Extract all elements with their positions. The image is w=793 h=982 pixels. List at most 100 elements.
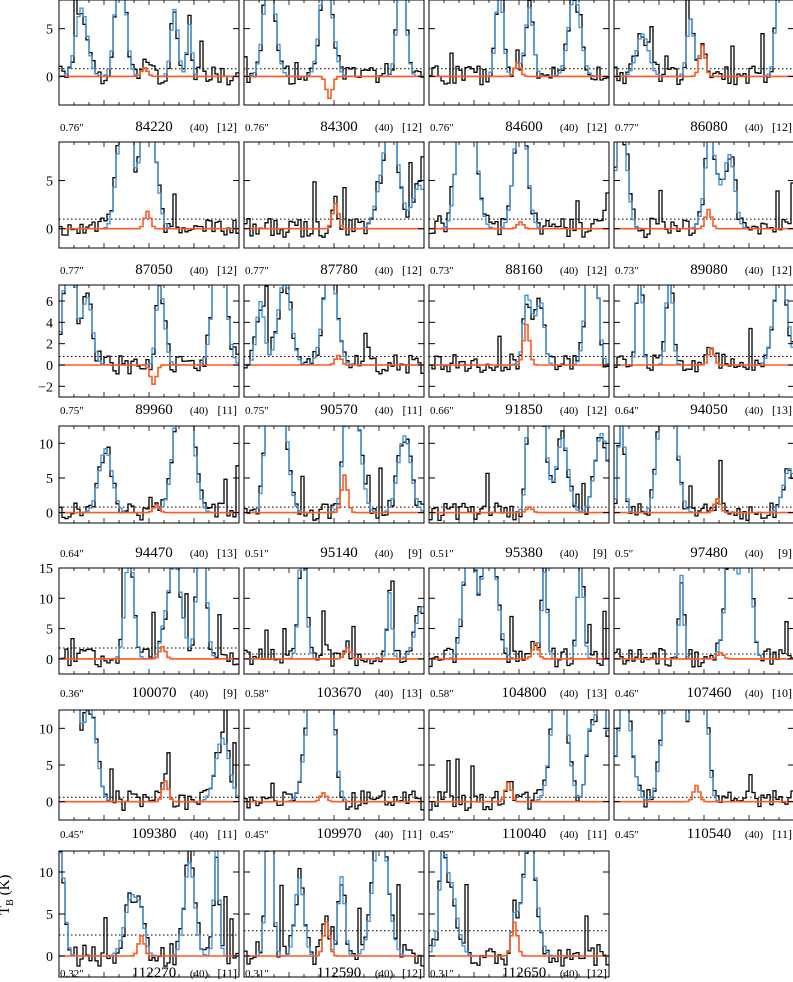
line-count-label: [9] <box>593 546 607 560</box>
spectrum-panel-104800: 0.58″ 104800 (40) [13] <box>428 567 610 701</box>
observed-spectrum <box>614 710 793 808</box>
beam-size-label: 0.31″ <box>245 968 269 980</box>
panel-frame <box>58 709 240 821</box>
observed-spectrum <box>429 568 609 668</box>
frequency-label: 84300 <box>320 119 358 135</box>
channel-count-label: (40) <box>745 548 764 560</box>
frequency-label: 95140 <box>320 545 358 561</box>
observed-spectrum <box>614 426 793 521</box>
line-count-label: [12] <box>587 966 607 980</box>
line-count-label: [12] <box>217 263 237 277</box>
model-molecule-spectrum <box>59 780 239 803</box>
y-tick-label: 5 <box>46 175 53 190</box>
y-tick-label: 10 <box>39 592 53 607</box>
model-molecule-spectrum <box>59 210 239 230</box>
channel-count-label: (40) <box>190 688 209 700</box>
observed-spectrum <box>59 426 239 521</box>
y-tick-label: 6 <box>46 295 53 310</box>
y-tick-label: −2 <box>38 380 53 395</box>
line-count-label: [9] <box>408 546 422 560</box>
y-tick-label: 10 <box>39 437 53 452</box>
frequency-label: 100070 <box>132 685 177 701</box>
channel-count-label: (40) <box>745 688 764 700</box>
line-count-label: [9] <box>778 546 792 560</box>
model-total-spectrum <box>59 568 239 660</box>
model-molecule-spectrum <box>429 921 609 957</box>
frequency-label: 87780 <box>320 262 358 278</box>
spectrum-panel-89080: 0.73″ 89080 (40) [12] <box>613 141 793 278</box>
frequency-label: 89080 <box>690 262 728 278</box>
model-molecule-spectrum <box>244 792 424 803</box>
channel-count-label: (40) <box>190 405 209 417</box>
spectrum-panel-112650: 0.31″ 112650 (40) [12] <box>428 850 610 981</box>
frequency-label: 90570 <box>320 402 358 418</box>
line-count-label: [12] <box>772 263 792 277</box>
y-tick-label: 5 <box>46 908 53 923</box>
model-molecule-spectrum <box>614 208 793 230</box>
line-count-label: [12] <box>587 263 607 277</box>
model-molecule-spectrum <box>244 921 424 957</box>
beam-size-label: 0.64″ <box>60 548 84 560</box>
line-count-label: [13] <box>217 546 237 560</box>
beam-size-label: 0.36″ <box>60 688 84 700</box>
beam-size-label: 0.77″ <box>60 265 84 277</box>
observed-spectrum <box>614 142 793 238</box>
line-count-label: [11] <box>217 403 237 417</box>
observed-spectrum <box>429 426 609 522</box>
spectrum-panel-103670: 0.58″ 103670 (40) [13] <box>243 567 425 701</box>
model-molecule-spectrum <box>244 75 424 100</box>
model-molecule-spectrum <box>59 67 239 78</box>
beam-size-label: 0.58″ <box>245 688 269 700</box>
spectrum-panel-90570: 0.75″ 90570 (40) [11] <box>243 284 425 418</box>
y-tick-label: 5 <box>46 23 53 38</box>
observed-spectrum <box>244 426 424 521</box>
observed-spectrum <box>429 142 609 238</box>
beam-size-label: 0.73″ <box>430 265 454 277</box>
frequency-label: 84220 <box>135 119 173 135</box>
beam-size-label: 0.77″ <box>615 122 639 134</box>
spectrum-panel-84220: 0 5 0.76″ 84220 (40) [12] <box>46 0 240 135</box>
spectrum-panel-94050: 0.64″ 94050 (40) [13] <box>613 284 793 418</box>
model-molecule-spectrum <box>429 506 609 514</box>
model-total-spectrum <box>244 851 424 957</box>
frequency-label: 112590 <box>317 965 361 981</box>
channel-count-label: (40) <box>375 548 394 560</box>
line-count-label: [11] <box>217 827 237 841</box>
spectrum-panel-87780: 0.77″ 87780 (40) [12] <box>243 141 425 278</box>
channel-count-label: (40) <box>560 265 579 277</box>
spectrum-panel-84300: 0.76″ 84300 (40) [12] <box>243 0 425 135</box>
channel-count-label: (40) <box>375 968 394 980</box>
line-count-label: [11] <box>402 403 422 417</box>
spectrum-panel-94470: 0 5 10 0.64″ 94470 (40) [13] <box>39 425 240 561</box>
model-molecule-spectrum <box>429 642 609 660</box>
frequency-label: 91850 <box>505 402 543 418</box>
spectrum-panel-95380: 0.51″ 95380 (40) [9] <box>428 425 610 561</box>
model-total-spectrum <box>614 426 793 514</box>
model-molecule-spectrum <box>244 474 424 514</box>
frequency-label: 84600 <box>505 119 543 135</box>
channel-count-label: (40) <box>190 968 209 980</box>
y-tick-label: 0 <box>46 223 53 238</box>
beam-size-label: 0.45″ <box>245 829 269 841</box>
line-count-label: [12] <box>772 120 792 134</box>
channel-count-label: (40) <box>190 829 209 841</box>
beam-size-label: 0.76″ <box>245 122 269 134</box>
channel-count-label: (40) <box>560 829 579 841</box>
channel-count-label: (40) <box>375 688 394 700</box>
model-molecule-spectrum <box>614 347 793 366</box>
y-axis-label: TB (K) <box>0 874 16 915</box>
beam-size-label: 0.76″ <box>60 122 84 134</box>
y-tick-label: 0 <box>46 359 53 374</box>
spectrum-panel-95140: 0.51″ 95140 (40) [9] <box>243 425 425 561</box>
spectrum-panel-89960: −2 0 2 4 6 0.75″ 89960 (40) [11] <box>38 284 240 418</box>
frequency-label: 112650 <box>502 965 546 981</box>
beam-size-label: 0.75″ <box>245 405 269 417</box>
channel-count-label: (40) <box>745 829 764 841</box>
beam-size-label: 0.51″ <box>430 548 454 560</box>
model-total-spectrum <box>59 285 239 366</box>
line-count-label: [11] <box>402 827 422 841</box>
spectrum-panel-110540: 0.45″ 110540 (40) [11] <box>613 709 793 842</box>
y-tick-label: 15 <box>39 562 53 577</box>
channel-count-label: (40) <box>560 405 579 417</box>
